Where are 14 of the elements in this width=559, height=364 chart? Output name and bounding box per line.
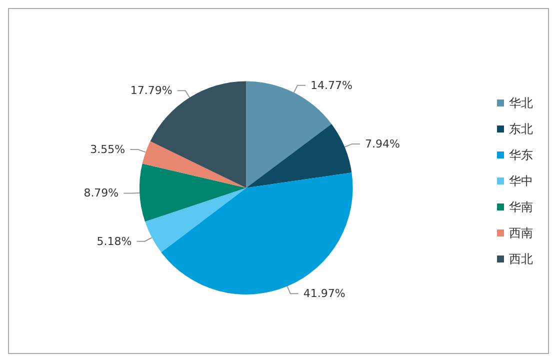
data-label: 14.77% <box>310 78 352 92</box>
legend-label: 华中 <box>509 174 533 188</box>
legend-label: 东北 <box>509 122 533 136</box>
data-label: 7.94% <box>365 137 400 150</box>
legend-label: 西北 <box>509 252 533 266</box>
data-label: 3.55% <box>90 143 126 156</box>
data-label: 17.79% <box>130 84 172 98</box>
data-label: 41.97% <box>303 287 346 300</box>
legend-label: 华南 <box>509 200 533 214</box>
data-label: 5.18% <box>96 234 132 248</box>
legend-label: 华东 <box>509 148 533 162</box>
data-label: 8.79% <box>84 186 119 200</box>
legend-label: 华北 <box>509 96 533 110</box>
legend-label: 西南 <box>509 226 533 240</box>
